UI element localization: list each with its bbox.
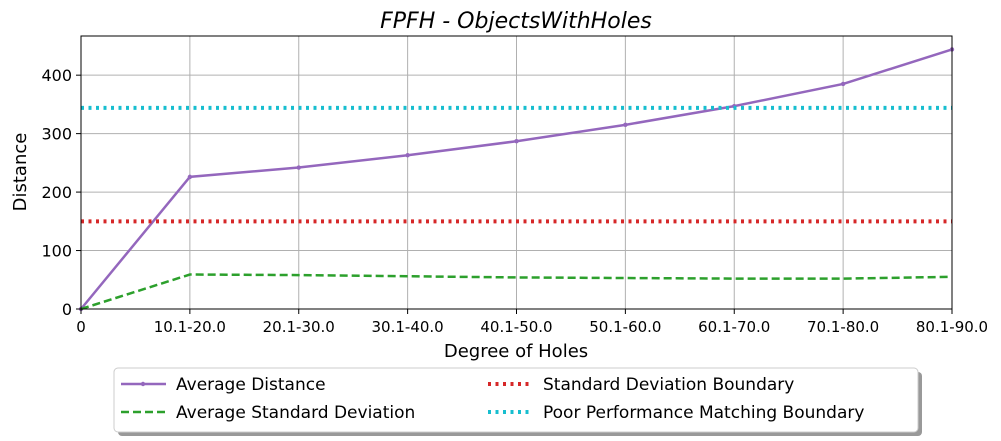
legend-items: Average Distance Average Standard Deviati… — [121, 375, 864, 423]
legend-label-2: Standard Deviation Boundary — [543, 375, 794, 395]
x-tick-label: 60.1-70.0 — [698, 318, 770, 336]
x-tick-label: 70.1-80.0 — [807, 318, 879, 336]
series-point-0 — [840, 81, 846, 87]
legend-label-0: Average Distance — [176, 375, 326, 395]
series-point-0 — [514, 139, 519, 144]
x-tick-label: 0 — [76, 318, 86, 336]
y-axis-label: Distance — [10, 133, 31, 212]
y-tick-label: 200 — [41, 183, 72, 202]
x-ticks: 0 10.1-20.0 20.1-30.0 30.1-40.0 40.1-50.0 50.… — [76, 309, 988, 336]
series-line-1 — [80, 273, 953, 311]
x-tick-label: 10.1-20.0 — [154, 318, 226, 336]
chart-title: FPFH - ObjectsWithHoles — [380, 9, 652, 34]
legend-box — [113, 367, 919, 433]
grid — [80, 36, 953, 310]
x-tick-label: 20.1-30.0 — [263, 318, 335, 336]
x-tick-label: 40.1-50.0 — [480, 318, 552, 336]
x-tick-label: 50.1-60.0 — [589, 318, 661, 336]
x-tick-label: 80.1-90.0 — [916, 318, 988, 336]
series-group — [78, 47, 955, 312]
legend-label-1: Average Standard Deviation — [176, 403, 415, 423]
series-point-0 — [623, 122, 628, 128]
legend-marker-0 — [140, 381, 146, 387]
legend: Average Distance Average Standard Deviati… — [113, 367, 922, 436]
series-point-0 — [187, 174, 193, 180]
y-tick-label: 0 — [62, 300, 72, 319]
series-point-0 — [296, 165, 301, 170]
x-tick-label: 30.1-40.0 — [372, 318, 444, 336]
y-tick-label: 300 — [41, 125, 72, 144]
series-point-0 — [405, 153, 410, 158]
y-tick-label: 100 — [41, 242, 72, 261]
x-axis-label: Degree of Holes — [444, 341, 588, 362]
y-ticks: 0 100 200 300 400 — [41, 66, 81, 319]
y-tick-label: 400 — [41, 66, 72, 85]
legend-label-3: Poor Performance Matching Boundary — [543, 403, 864, 423]
